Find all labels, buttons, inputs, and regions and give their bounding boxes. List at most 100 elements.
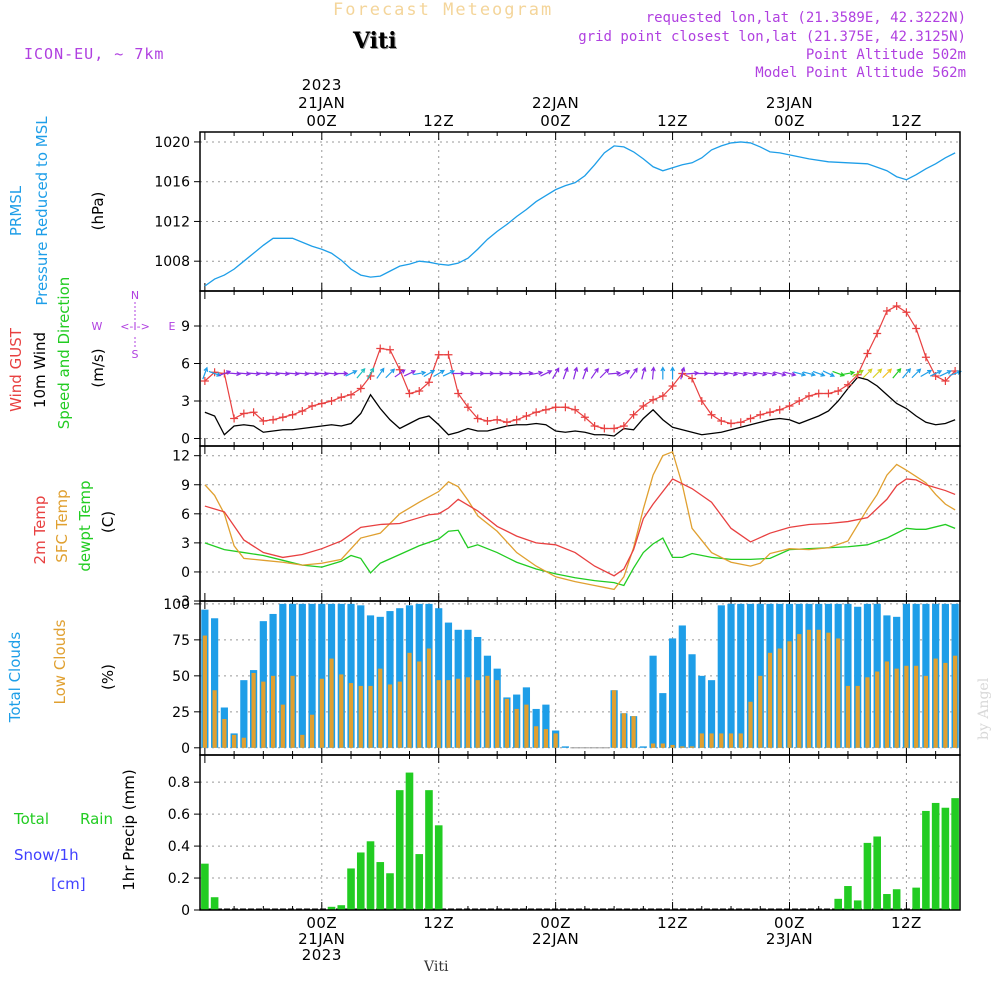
low-cloud-bar <box>426 648 432 748</box>
time-label-bottom: 12Z <box>657 914 688 932</box>
wind-gust-marker <box>200 377 209 385</box>
wind-gust-marker <box>649 395 658 404</box>
wind-direction-arrow <box>783 371 797 377</box>
wind-gust-marker <box>600 424 609 433</box>
low-cloud-bar <box>309 714 315 748</box>
y-tick-label: 0 <box>181 903 190 919</box>
wind-direction-arrow <box>841 370 856 376</box>
label-total-clouds: Total Clouds <box>6 632 24 724</box>
low-cloud-bar <box>524 704 529 748</box>
wind-gust-marker <box>249 408 258 417</box>
wind-direction-arrow <box>345 370 358 377</box>
low-cloud-bar <box>943 662 948 748</box>
wind-direction-arrow <box>315 371 330 377</box>
wind-gust-marker <box>619 422 628 430</box>
wind-gust-marker <box>356 384 365 393</box>
wind-direction-arrow <box>629 367 638 379</box>
compass-north: N <box>131 289 139 302</box>
rain-bar <box>337 905 346 910</box>
low-cloud-bar <box>475 680 480 748</box>
low-cloud-bar <box>826 632 831 748</box>
time-label-top: 21JAN <box>298 94 345 112</box>
wind-gust-marker <box>532 408 541 417</box>
grid-point-coords: grid point closest lon,lat (21.375E, 42.… <box>578 29 966 45</box>
wind-gust-marker <box>814 389 823 398</box>
wind-gust-marker <box>483 417 492 425</box>
label-wind-gust: Wind GUST <box>7 327 25 412</box>
wind-direction-arrow <box>520 370 534 376</box>
low-cloud-bar <box>894 668 899 748</box>
low-cloud-bar <box>933 658 938 748</box>
total-cloud-bar <box>357 605 365 748</box>
total-cloud-bar <box>288 603 297 748</box>
wind-gust-marker <box>863 349 872 358</box>
time-label-bottom: 00Z <box>774 914 805 932</box>
wind-direction-arrow <box>423 369 436 378</box>
wind-direction-arrow <box>902 367 912 379</box>
wind-gust-marker <box>804 392 813 400</box>
low-cloud-bar <box>748 701 753 748</box>
wind-gust-marker <box>405 389 414 398</box>
y-tick-label: 75 <box>172 633 190 649</box>
wind-gust-marker <box>239 409 248 418</box>
low-cloud-bar <box>816 629 821 748</box>
low-cloud-bar <box>777 648 782 748</box>
wind-direction-arrow <box>366 367 375 379</box>
model-point-altitude: Model Point Altitude 562m <box>755 65 966 81</box>
y-tick-label: 0.6 <box>168 807 190 823</box>
wind-direction-arrow <box>832 370 846 377</box>
panel-precip: 0 0.2 0.4 0.6 0.8 <box>168 755 960 919</box>
wind-gust-marker <box>308 402 317 410</box>
wind-direction-arrow <box>276 371 291 377</box>
y-tick-label: 0 <box>181 741 190 757</box>
wind-gust-marker <box>454 389 463 398</box>
low-cloud-bar <box>397 681 402 748</box>
rain-bar <box>844 886 852 910</box>
wind-direction-arrow <box>618 370 631 377</box>
low-cloud-bar <box>660 743 665 748</box>
total-cloud-bar <box>727 603 735 748</box>
wind-gust-marker <box>746 414 755 423</box>
low-cloud-bar <box>358 685 363 748</box>
low-cloud-bar <box>865 677 870 748</box>
rain-bar <box>210 897 219 910</box>
low-cloud-bar <box>806 629 812 748</box>
total-cloud-bar <box>366 615 375 748</box>
wind-gust-marker <box>902 308 911 317</box>
wind-gust-marker <box>463 403 472 412</box>
wind-direction-arrow <box>562 366 569 380</box>
wind-direction-arrow <box>608 370 622 376</box>
rain-bar <box>356 852 365 910</box>
panel-frame-precip <box>199 754 961 911</box>
wind-direction-arrow <box>852 369 864 378</box>
wind-gust-marker <box>775 405 784 414</box>
wind-gust-marker <box>629 410 638 419</box>
wind-gust-marker <box>551 403 560 412</box>
label-2m-temp: 2m Temp <box>31 496 49 565</box>
total-cloud-bar <box>240 680 248 748</box>
wind-direction-arrow <box>590 367 599 379</box>
total-cloud-bar <box>698 675 706 748</box>
time-label-bottom: 2023 <box>302 946 342 964</box>
wind-gust-marker <box>834 387 843 395</box>
wind-gust-marker <box>493 415 502 424</box>
low-cloud-bar <box>534 726 539 748</box>
wind-gust-marker <box>912 324 921 333</box>
label-ms: (m/s) <box>89 348 107 387</box>
y-tick-label: 6 <box>181 357 190 373</box>
y-tick-label: 100 <box>163 597 190 613</box>
rain-bar <box>834 898 843 910</box>
wind-direction-arrow <box>247 371 261 377</box>
wind-direction-arrow <box>237 371 252 377</box>
time-label-bottom: 22JAN <box>532 930 579 948</box>
compass-line: <-I-> <box>120 320 150 333</box>
wind-direction-arrow <box>920 369 933 378</box>
total-cloud-bar <box>668 638 677 748</box>
low-cloud-bar <box>738 733 743 748</box>
label-snow-unit: [cm] <box>51 875 86 893</box>
wind-direction-arrow <box>911 368 922 379</box>
wind-gust-marker <box>473 414 482 423</box>
wind-gust-marker <box>502 418 511 427</box>
rain-bar <box>883 894 891 910</box>
wind-direction-arrow <box>286 371 300 377</box>
